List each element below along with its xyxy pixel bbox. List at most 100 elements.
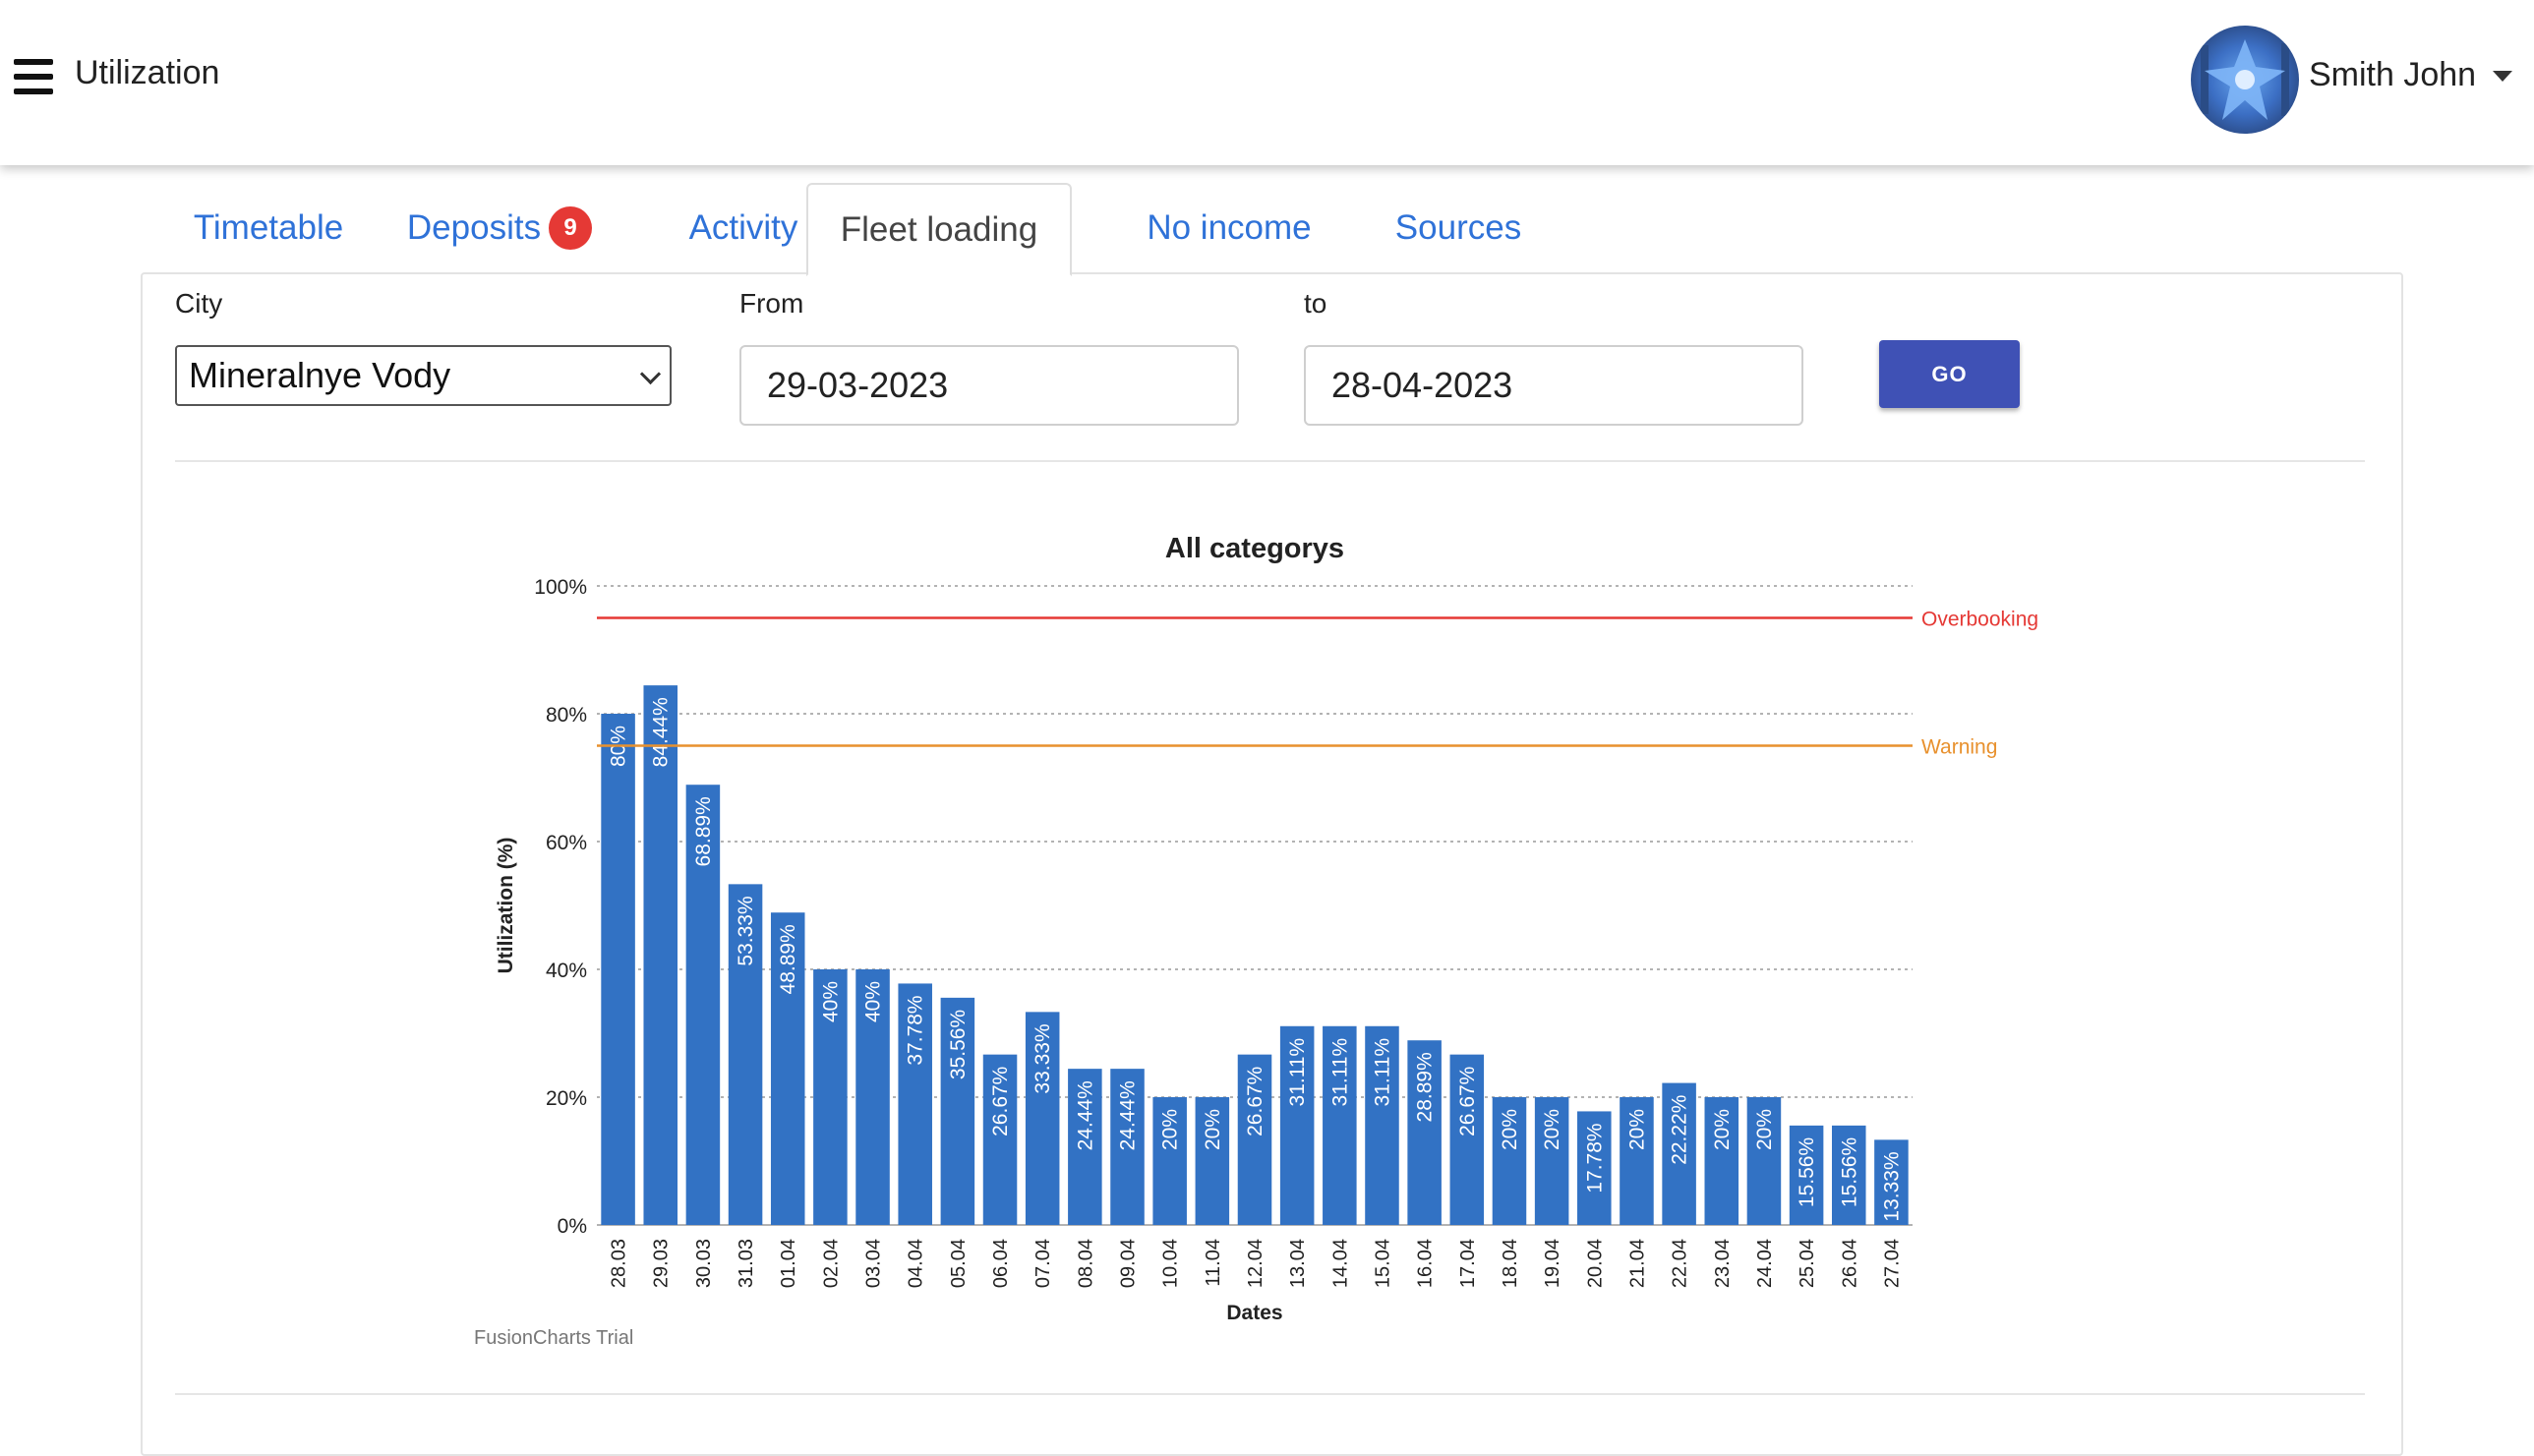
x-tick-label: 19.04 xyxy=(1542,1239,1563,1288)
bar xyxy=(601,714,635,1225)
x-tick-label: 12.04 xyxy=(1245,1239,1267,1288)
bar-data-label: 31.11% xyxy=(1286,1038,1309,1107)
user-avatar[interactable] xyxy=(2191,26,2299,134)
user-name[interactable]: Smith John xyxy=(2309,56,2477,93)
x-tick-label: 15.04 xyxy=(1372,1239,1393,1288)
y-tick-label: 40% xyxy=(546,960,587,982)
tab-label: Sources xyxy=(1394,207,1522,247)
bar-data-label: 24.44% xyxy=(1117,1080,1140,1150)
x-tick-label: 20.04 xyxy=(1584,1239,1606,1288)
x-tick-label: 13.04 xyxy=(1287,1239,1309,1288)
bar-data-label: 48.89% xyxy=(777,924,799,994)
bar-data-label: 15.56% xyxy=(1838,1137,1860,1207)
tab-sources[interactable]: Sources xyxy=(1335,183,1581,272)
hamburger-menu-icon[interactable] xyxy=(14,59,53,94)
bar-data-label: 84.44% xyxy=(650,697,673,767)
x-tick-label: 08.04 xyxy=(1075,1239,1096,1288)
tab-label: Activity xyxy=(688,207,798,247)
bar xyxy=(1577,1111,1612,1225)
x-tick-label: 31.03 xyxy=(736,1239,757,1288)
bar-data-label: 33.33% xyxy=(1031,1023,1054,1093)
y-tick-label: 20% xyxy=(546,1087,587,1110)
x-tick-label: 02.04 xyxy=(820,1239,842,1288)
bar-data-label: 28.89% xyxy=(1414,1052,1437,1122)
x-tick-label: 14.04 xyxy=(1329,1239,1351,1288)
bar-data-label: 35.56% xyxy=(947,1010,970,1079)
tab-label: Fleet loading xyxy=(840,209,1038,249)
bar-data-label: 68.89% xyxy=(692,796,715,866)
x-tick-label: 09.04 xyxy=(1118,1239,1140,1288)
bar xyxy=(728,884,763,1225)
bottom-divider xyxy=(175,1393,2365,1395)
x-tick-label: 27.04 xyxy=(1881,1239,1903,1288)
bar xyxy=(898,983,932,1225)
bar xyxy=(1620,1097,1654,1225)
trendline-label: Warning xyxy=(1921,736,1997,759)
y-tick-label: 0% xyxy=(558,1215,587,1238)
content-panel xyxy=(141,272,2403,1456)
bar xyxy=(1534,1097,1569,1225)
trendline-label: Overbooking xyxy=(1921,609,2038,631)
x-tick-label: 29.03 xyxy=(651,1239,673,1288)
tab-no-income[interactable]: No income xyxy=(1087,183,1372,272)
x-axis-label: Dates xyxy=(1226,1302,1282,1324)
tab-label: Deposits xyxy=(406,207,542,247)
bar-data-label: 26.67% xyxy=(989,1067,1012,1136)
bar xyxy=(1279,1025,1315,1225)
filter-divider xyxy=(175,460,2365,462)
bar xyxy=(1110,1069,1145,1225)
chart-watermark: FusionCharts Trial xyxy=(474,1327,633,1349)
bar xyxy=(1831,1125,1866,1225)
bar-data-label: 20% xyxy=(1541,1109,1563,1150)
x-tick-label: 21.04 xyxy=(1626,1239,1648,1288)
city-selected-value: Mineralnye Vody xyxy=(189,355,451,395)
bar xyxy=(1068,1069,1102,1225)
x-tick-label: 07.04 xyxy=(1032,1239,1054,1288)
deposits-count-badge: 9 xyxy=(549,205,593,250)
bar-data-label: 20% xyxy=(1625,1109,1648,1150)
from-date-input[interactable] xyxy=(739,345,1239,426)
tab-timetable[interactable]: Timetable xyxy=(160,183,377,272)
city-label: City xyxy=(175,288,223,319)
bar xyxy=(1152,1097,1187,1225)
bar xyxy=(1365,1025,1399,1225)
bar-data-label: 15.56% xyxy=(1796,1137,1818,1207)
x-tick-label: 24.04 xyxy=(1754,1239,1776,1288)
bar-data-label: 22.22% xyxy=(1669,1095,1691,1165)
user-menu-chevron-down-icon[interactable] xyxy=(2493,71,2512,82)
tab-deposits[interactable]: Deposits 9 xyxy=(386,183,613,272)
x-tick-label: 30.03 xyxy=(693,1239,715,1288)
go-button[interactable]: GO xyxy=(1879,340,2020,408)
x-tick-label: 18.04 xyxy=(1500,1239,1521,1288)
bar-data-label: 20% xyxy=(1753,1109,1776,1150)
bar xyxy=(685,785,721,1225)
bar xyxy=(1237,1054,1272,1225)
x-tick-label: 23.04 xyxy=(1712,1239,1734,1288)
y-tick-label: 80% xyxy=(546,704,587,727)
x-tick-label: 03.04 xyxy=(863,1239,885,1288)
bar xyxy=(1704,1097,1739,1225)
x-tick-label: 22.04 xyxy=(1670,1239,1691,1288)
city-select[interactable]: Mineralnye Vody xyxy=(175,345,672,406)
tab-label: Timetable xyxy=(193,207,344,247)
bar-data-label: 31.11% xyxy=(1328,1038,1351,1107)
bar-data-label: 26.67% xyxy=(1456,1067,1479,1136)
bar xyxy=(940,997,975,1225)
bar xyxy=(1746,1097,1782,1225)
bar-data-label: 40% xyxy=(862,981,885,1022)
tab-fleet-loading[interactable]: Fleet loading xyxy=(806,183,1072,276)
bar-data-label: 17.78% xyxy=(1583,1123,1606,1193)
tab-activity[interactable]: Activity xyxy=(645,183,842,272)
to-date-input[interactable] xyxy=(1304,345,1803,426)
chart-title: All categorys xyxy=(1165,533,1344,564)
tab-bar: Timetable Deposits 9 Activity Fleet load… xyxy=(141,183,2402,276)
x-tick-label: 06.04 xyxy=(990,1239,1012,1288)
bar xyxy=(1789,1125,1824,1225)
bar-data-label: 20% xyxy=(1202,1109,1224,1150)
x-tick-label: 25.04 xyxy=(1797,1239,1818,1288)
bar-data-label: 26.67% xyxy=(1244,1067,1267,1136)
x-tick-label: 04.04 xyxy=(906,1239,927,1288)
avatar-picture-icon xyxy=(2201,39,2289,120)
bar xyxy=(1449,1054,1485,1225)
